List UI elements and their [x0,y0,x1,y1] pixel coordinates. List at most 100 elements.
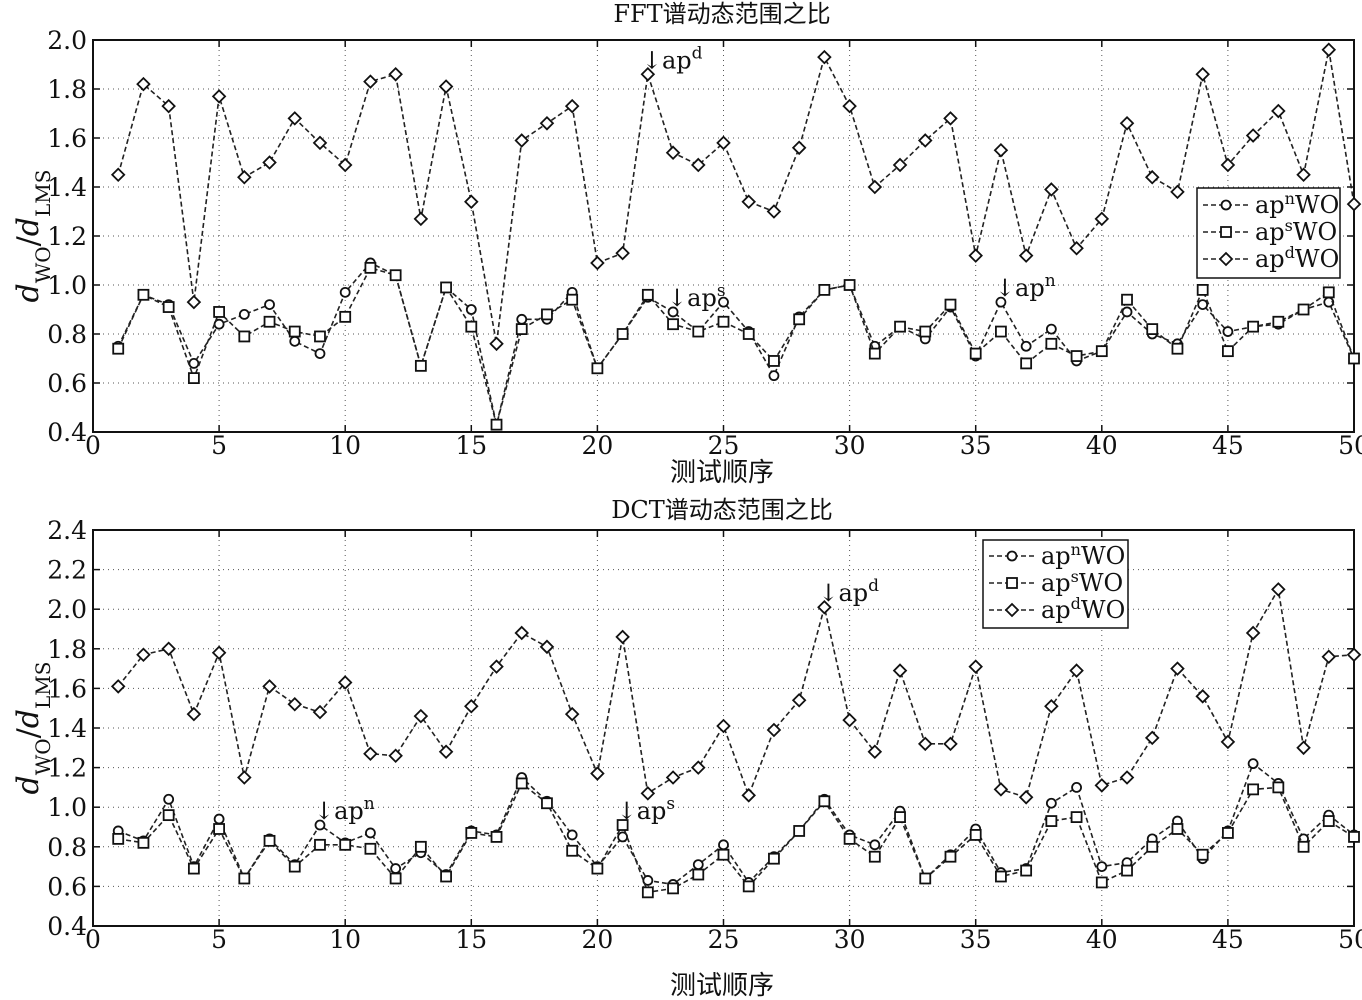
legend-marker [1004,602,1020,618]
data-point [314,348,326,360]
data-point [1121,293,1133,306]
grid [92,39,1355,433]
series-apdWO [110,582,1362,805]
data-point [1121,864,1133,877]
data-point [237,770,252,785]
legend-marker [1220,199,1232,211]
data-point [440,281,452,294]
data-point [263,834,276,847]
data-point [238,872,251,885]
data-point [339,838,352,851]
data-point [1044,182,1059,197]
y-tick-label: 1.2 [47,754,87,783]
data-point [717,315,730,328]
data-point [867,744,883,760]
data-point [287,111,303,126]
data-point [995,870,1007,883]
annotation-label: ↓apd [642,43,703,74]
data-point [1222,326,1234,337]
data-point [892,663,908,678]
data-point [1071,782,1082,793]
data-point [288,325,301,338]
data-point [337,675,353,690]
y-tick-label: 1.4 [47,173,87,202]
data-point [642,875,654,886]
data-point [389,872,402,885]
data-point [1119,770,1135,785]
data-point [742,880,755,893]
data-point [1045,797,1057,809]
data-point [667,882,679,895]
y-tick-label: 0.6 [47,369,87,398]
data-point [817,49,832,65]
x-tick-label: 20 [581,431,613,460]
x-tick-label: 20 [581,925,613,954]
data-point [363,74,378,89]
data-point [842,712,857,728]
data-point [766,204,782,219]
data-point [339,310,352,323]
series-apsWO [112,261,1360,431]
data-point [1321,649,1337,664]
data-point [1346,196,1362,212]
data-point [186,706,202,722]
data-point [314,819,326,831]
data-point [741,788,756,803]
x-tick-label: 25 [708,925,740,954]
x-tick-label: 0 [85,431,101,460]
data-point [1196,848,1209,861]
data-point [1070,811,1083,823]
data-point [716,135,731,151]
data-point [566,844,579,857]
legend-item-apdWO: apdWO [1203,243,1339,274]
data-point [591,362,604,375]
series-apsWO [112,777,1360,899]
y-tick-labels: 0.4 0.6 0.8 1.0 1.2 1.4 1.6 1.8 2.0 [47,26,87,447]
data-point [1348,352,1360,365]
data-point [539,116,555,131]
data-point [1045,815,1058,827]
data-point [944,298,957,311]
y-tick-label: 1.8 [47,635,87,664]
data-point [869,839,881,851]
y-tick-label: 1.8 [47,75,87,104]
data-point [490,831,503,843]
data-point [993,782,1009,797]
data-point [440,870,452,883]
x-tick-label: 30 [834,431,866,460]
legend-item-apsWO: apsWO [989,567,1123,597]
data-point [1045,323,1057,335]
data-point [1020,864,1033,877]
data-point [1095,876,1108,889]
data-point [1346,647,1362,663]
x-tick-label: 40 [1086,431,1118,460]
data-point [590,255,605,271]
data-point [413,708,429,724]
y-tick-label: 0.8 [47,320,87,349]
data-point [1322,815,1335,827]
data-point [917,133,933,148]
data-point [1171,342,1184,355]
data-point [1220,157,1236,173]
y-tick-labels: 0.4 0.6 0.8 1.0 1.2 1.4 1.6 1.8 2.0 2.2 2.4 [47,516,87,941]
y-tick-label: 0.4 [47,418,87,447]
annotation-label: ↓apn [995,271,1056,302]
data-point [1045,337,1058,350]
data-point [1296,740,1311,756]
legend-item-apdWO: apdWO [989,594,1125,624]
data-point [288,860,301,873]
data-point [793,825,806,837]
data-point [211,645,227,661]
data-point [1245,625,1261,641]
data-point [1121,306,1133,318]
x-tick-label: 10 [329,925,361,954]
y-tick-label: 2.4 [47,516,87,545]
legend-label: apsWO [1255,216,1337,247]
data-point [1119,116,1135,131]
data-point [691,157,706,173]
data-point [438,79,454,94]
legend-label: apnWO [1255,189,1339,220]
y-tick-label: 1.4 [47,714,87,743]
legend-label: apdWO [1255,243,1339,274]
